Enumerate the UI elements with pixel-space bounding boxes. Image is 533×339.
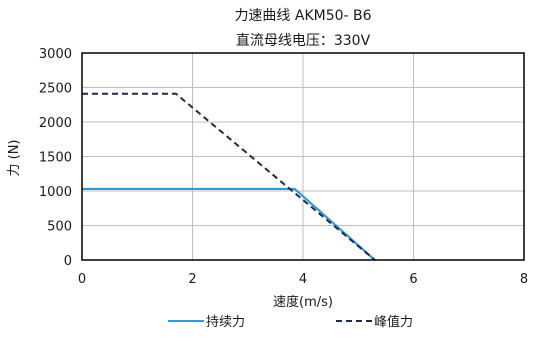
y-tick-labels: 0 500 1000 1500 2000 2500 3000	[39, 47, 72, 269]
x-tick-label: 8	[520, 272, 528, 287]
y-tick-label: 2500	[39, 82, 72, 97]
legend-label: 持续力	[206, 315, 245, 330]
legend-label: 峰值力	[374, 314, 413, 330]
x-tick-label: 2	[188, 272, 196, 287]
legend: 持续力 峰值力	[168, 314, 413, 330]
y-tick-label: 2000	[39, 116, 72, 131]
x-tick-labels: 0 2 4 6 8	[78, 272, 528, 287]
plot-frame	[81, 52, 525, 261]
x-axis-label: 速度(m/s)	[273, 294, 333, 310]
x-tick-label: 0	[78, 272, 86, 287]
grid-lines	[82, 53, 524, 260]
y-tick-label: 500	[47, 220, 72, 235]
x-tick-label: 4	[299, 272, 307, 287]
y-tick-label: 3000	[39, 47, 72, 62]
y-tick-label: 1500	[39, 151, 72, 166]
chart-title: 力速曲线 AKM50- B6	[234, 8, 371, 24]
y-axis-label: 力 (N)	[7, 139, 22, 176]
x-tick-label: 6	[409, 272, 417, 287]
series-line-1	[82, 187, 376, 261]
series-line-2	[82, 92, 376, 261]
series-lines	[82, 92, 376, 261]
y-tick-label: 0	[64, 254, 72, 269]
y-tick-label: 1000	[39, 185, 72, 200]
chart-subtitle: 直流母线电压：330V	[236, 32, 371, 49]
